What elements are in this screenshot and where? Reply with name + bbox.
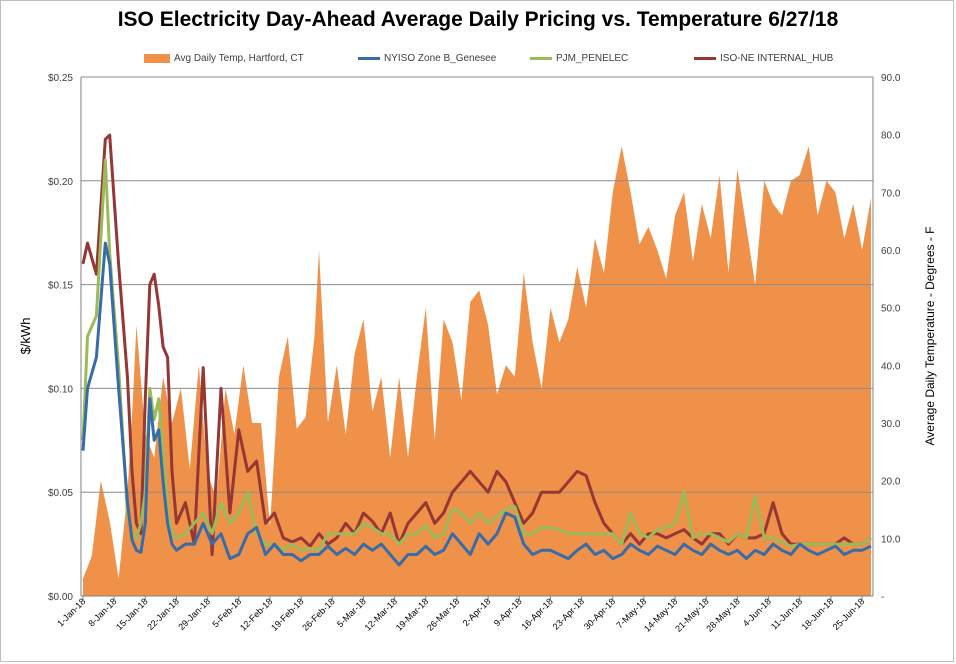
- temperature-area: [83, 146, 871, 596]
- x-tick-label: 18-Jun-18: [800, 596, 836, 632]
- legend-item-isone: ISO-NE INTERNAL_HUB: [694, 49, 833, 67]
- legend-swatch-nyiso: [358, 56, 380, 60]
- x-tick-label: 28-May-18: [704, 596, 741, 633]
- x-tick-label: 4-Jun-18: [741, 596, 773, 628]
- y2-axis-label: Average Daily Temperature - Degrees - F: [923, 227, 937, 446]
- y2-tick-label: 30.0: [881, 419, 901, 430]
- gridlines-group: [81, 76, 873, 597]
- y-tick-label: $0.15: [48, 281, 73, 292]
- y-tick-label: $0.10: [48, 384, 73, 395]
- temperature-area-group: [83, 146, 871, 596]
- series-line-2: [81, 158, 872, 552]
- legend-label-nyiso: NYISO Zone B_Genesee: [384, 52, 497, 64]
- legend-label-temp: Avg Daily Temp, Hartford, CT: [174, 52, 304, 64]
- legend-label-pjm: PJM_PENELEC: [556, 52, 629, 64]
- x-tick-label: 19-Mar-18: [394, 596, 430, 632]
- y2-tick-label: 80.0: [881, 131, 901, 142]
- legend-swatch-pjm: [530, 56, 552, 60]
- x-tick-label: 12-Feb-18: [238, 596, 274, 632]
- y-axis-label: $/kWh: [18, 318, 33, 355]
- legend-swatch-temp: [144, 53, 170, 63]
- y-tick-label: $0.25: [48, 73, 73, 84]
- y2-tick-label: -: [881, 592, 884, 603]
- y2-tick-label: 10.0: [881, 534, 901, 545]
- x-tick-label: 9-Apr-18: [492, 596, 524, 628]
- legend-item-pjm: PJM_PENELEC: [530, 49, 628, 67]
- chart-title: ISO Electricity Day-Ahead Average Daily …: [117, 8, 839, 31]
- y2-tick-label: 60.0: [881, 246, 901, 257]
- legend-swatch-isone: [694, 56, 716, 60]
- x-tick-label: 22-Jan-18: [145, 596, 181, 632]
- y-tick-label: $0.00: [48, 592, 73, 603]
- y2-tick-label: 40.0: [881, 361, 901, 372]
- y2-tick-label: 90.0: [881, 73, 901, 84]
- x-tick-label: 2-Apr-18: [461, 596, 493, 628]
- y2-tick-label: 50.0: [881, 304, 901, 315]
- x-tick-label: 15-Jan-18: [114, 596, 150, 632]
- x-tick-label: 12-Mar-18: [363, 596, 399, 632]
- x-tick-label: 25-Jun-18: [831, 596, 867, 632]
- x-tick-label: 29-Jan-18: [176, 596, 212, 632]
- chart-legend: Avg Daily Temp, Hartford, CT NYISO Zone …: [0, 49, 956, 69]
- legend-item-nyiso: NYISO Zone B_Genesee: [358, 49, 496, 67]
- y-tick-label: $0.05: [48, 488, 73, 499]
- series-line-1: [81, 241, 872, 567]
- x-tick-label: 8-Jan-18: [86, 596, 118, 628]
- x-tick-label: 30-Apr-18: [582, 596, 617, 631]
- y2-tick-label: 20.0: [881, 477, 901, 488]
- x-tick-label: 19-Feb-18: [269, 596, 305, 632]
- x-tick-label: 11-Jun-18: [769, 596, 804, 631]
- y2-tick-label: 70.0: [881, 188, 901, 199]
- x-tick-label: 23-Apr-18: [551, 596, 586, 631]
- x-tick-label: 16-Apr-18: [519, 596, 554, 631]
- legend-item-temp: Avg Daily Temp, Hartford, CT: [144, 49, 304, 67]
- price-lines-group: [81, 133, 872, 567]
- x-tick-label: 26-Mar-18: [425, 596, 461, 632]
- y-tick-label: $0.20: [48, 177, 73, 188]
- x-tick-label: 26-Feb-18: [300, 596, 336, 632]
- legend-label-isone: ISO-NE INTERNAL_HUB: [720, 52, 834, 64]
